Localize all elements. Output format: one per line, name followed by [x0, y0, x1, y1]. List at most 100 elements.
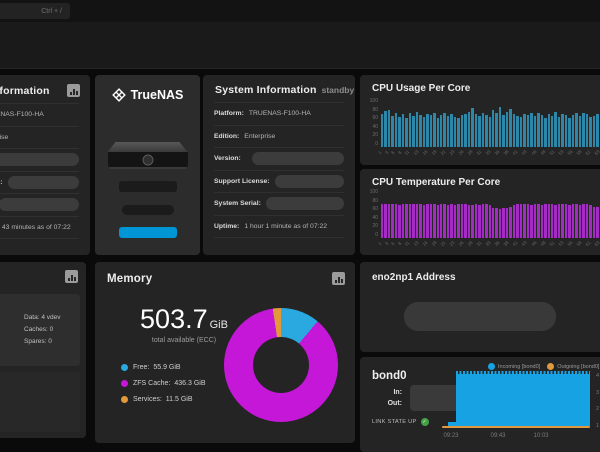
tick-label: 20 [362, 223, 378, 229]
bar [433, 113, 435, 148]
row-label: Edition: [214, 133, 239, 140]
pool-topology-summary: Data: 4 vdev Caches: 0 Spares: 0 [24, 312, 61, 348]
zfs-cache-legend-dot [121, 380, 128, 387]
bar [447, 205, 449, 238]
bar [561, 114, 563, 147]
bar [527, 204, 529, 238]
card-title: System Information [0, 85, 50, 97]
bar [405, 204, 407, 238]
bar [381, 204, 383, 238]
bar [464, 204, 466, 238]
row-value: Enterprise [0, 134, 8, 141]
legend-item-zfs-cache: ZFS Cache: 436.3 GiB [121, 380, 206, 387]
bar [534, 204, 536, 238]
bar [568, 205, 570, 238]
bar [437, 118, 439, 147]
bar [582, 204, 584, 238]
card-header: System Information [0, 75, 90, 103]
bar [548, 114, 550, 147]
tick-label: 3 G [596, 390, 600, 396]
reports-icon[interactable] [332, 272, 345, 285]
bar [575, 113, 577, 147]
bar [502, 115, 504, 147]
redacted-model [122, 205, 174, 215]
tick-label: 40 [362, 124, 378, 130]
memory-total-number: 503.7 [140, 304, 208, 334]
tick-label: 0 [362, 232, 378, 238]
system-info-rows: Platform: TRUENAS-F100-HA Edition: Enter… [0, 103, 90, 239]
bar [579, 205, 581, 238]
bar [440, 115, 442, 147]
bar [409, 113, 411, 147]
bar [499, 107, 501, 147]
pool-data-line: Data: 4 vdev [24, 312, 61, 324]
cpu-usage-y-axis: 100806040200 [362, 98, 378, 147]
card-title: Memory [107, 273, 152, 285]
info-row-uptime: Uptime: 1 hour 1 minute as of 07:22 [214, 216, 344, 239]
info-row-system-serial: System Serial: [0, 194, 79, 217]
pool-caches-line: Caches: 0 [24, 324, 61, 336]
info-row-support-license: Support License: [214, 171, 344, 194]
bar [554, 205, 556, 238]
bar [506, 112, 508, 147]
system-information-card: System Information standby Platform: TRU… [203, 75, 355, 255]
bar [423, 205, 425, 238]
bar [575, 204, 577, 238]
bar [430, 115, 432, 147]
bar [593, 207, 595, 238]
truenas-logo-icon [112, 88, 126, 102]
bar [433, 204, 435, 238]
bar [520, 117, 522, 147]
card-title: eno2np1 Address [372, 272, 456, 283]
system-information-standby-card: System Information Platform: TRUENAS-F10… [0, 75, 90, 255]
info-row-version: Version: [214, 148, 344, 171]
memory-total-unit: GiB [210, 319, 228, 331]
bar [596, 114, 598, 147]
in-label: In: [374, 388, 402, 399]
bar [471, 108, 473, 147]
bar [499, 209, 501, 238]
redacted-ip-address [404, 302, 556, 331]
global-search-input[interactable]: Ctrl + / [0, 3, 70, 19]
bar [492, 208, 494, 238]
bar [537, 204, 539, 238]
bar [416, 112, 418, 147]
standby-status-badge: standby [322, 85, 355, 95]
legend-label: Services: [133, 396, 162, 403]
bar [565, 115, 567, 147]
bar [516, 204, 518, 238]
system-info-rows: Platform: TRUENAS-F100-HA Edition: Enter… [203, 102, 355, 238]
tick-label: 60 [362, 115, 378, 121]
outgoing-traffic-line [442, 426, 590, 428]
truenas-logo-panel: TrueNAS [95, 75, 200, 255]
bar [416, 204, 418, 238]
bond0-traffic-chart: 09:23 09:43 10:03 [434, 369, 592, 429]
bar [485, 115, 487, 147]
bar [391, 204, 393, 238]
bar [419, 115, 421, 147]
bar [593, 116, 595, 147]
row-label: Support License: [214, 178, 270, 185]
out-label: Out: [374, 399, 402, 410]
row-value: 7 hours 43 minutes as of 07:22 [0, 224, 71, 231]
bar [478, 116, 480, 147]
truenas-brand: TrueNAS [95, 88, 200, 102]
card-title: bond0 [372, 370, 407, 382]
bar [409, 204, 411, 238]
bar [423, 117, 425, 147]
memory-legend: Free: 55.9 GiB ZFS Cache: 436.3 GiB Serv… [121, 364, 206, 412]
info-row-system-serial: System Serial: [214, 193, 344, 216]
row-value: TRUENAS-F100-HA [0, 111, 44, 118]
update-button[interactable] [119, 227, 177, 238]
bar [565, 204, 567, 238]
redacted-value [0, 153, 79, 166]
bar [551, 116, 553, 147]
bar [388, 204, 390, 238]
bar [412, 116, 414, 147]
bar [506, 208, 508, 238]
reports-icon[interactable] [65, 270, 78, 283]
bar [402, 114, 404, 147]
link-up-check-icon: ✓ [421, 418, 429, 426]
server-image [108, 142, 188, 169]
reports-icon[interactable] [67, 84, 80, 97]
